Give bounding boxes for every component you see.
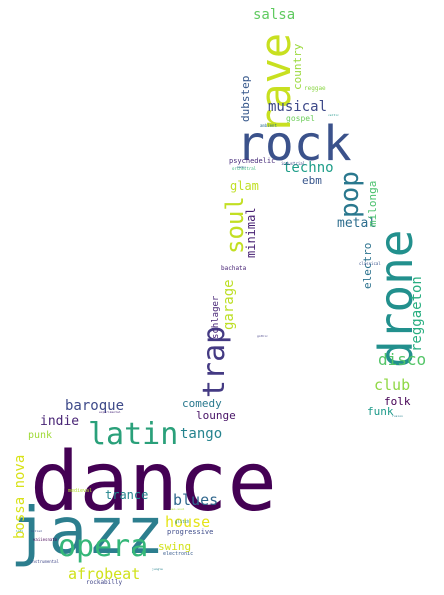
word-tango: tango	[180, 426, 223, 442]
word-reggaeton: reggaeton	[409, 276, 425, 352]
word-instrumental: instrumental	[30, 559, 59, 564]
word-metal: metal	[337, 216, 377, 231]
word-jungle: jungle	[152, 567, 163, 571]
word-baroque: baroque	[65, 398, 125, 414]
word-dance: dance	[30, 435, 277, 530]
word-milonga: milonga	[366, 180, 379, 227]
word-lofi: lofi	[16, 529, 24, 533]
word-glitch: glitch	[175, 519, 190, 524]
word-rockabilly: rockabilly	[86, 579, 123, 586]
word-house: house	[165, 513, 211, 531]
word-dubstep: dubstep	[239, 75, 252, 122]
word-opera: opera	[58, 529, 149, 564]
word-funk: funk	[367, 405, 394, 418]
word-fusion: fusion	[392, 414, 403, 418]
word-ambient: ambient	[260, 123, 277, 128]
word-celtic: celtic	[328, 113, 339, 117]
word-pop: pop	[335, 171, 365, 218]
word-industrial: industrial	[281, 161, 306, 166]
word-schlager: schlager	[211, 295, 221, 339]
word-musical: musical	[268, 99, 328, 115]
word-bachata: bachata	[221, 265, 247, 272]
word-folk: folk	[384, 395, 411, 408]
word-reggae: reggae	[304, 85, 326, 92]
word-experimental: experimental	[99, 410, 121, 414]
word-electronic: electronic	[163, 551, 194, 557]
word-lounge: lounge	[196, 409, 236, 422]
word-ebm: ebm	[302, 174, 322, 187]
word-rock: rock	[236, 116, 352, 172]
word-garage: garage	[221, 279, 237, 330]
word-blues: blues	[173, 491, 219, 509]
word-swing: swing	[158, 540, 192, 553]
word-glam: glam	[230, 179, 259, 193]
word-neo-soul: neo-soul	[170, 507, 185, 511]
word-afrobeat: afrobeat	[68, 565, 141, 583]
word-mambo: mambo	[237, 165, 247, 169]
word-comedy: comedy	[182, 397, 222, 410]
word-club: club	[374, 376, 411, 394]
word-medieval: medieval	[68, 488, 93, 494]
word-latin: latin	[88, 417, 179, 452]
word-gospel: gospel	[286, 114, 315, 123]
word-orchestral: orchestral	[232, 166, 257, 171]
word-bossa-nova: bossa nova	[12, 454, 28, 539]
word-ballad: ballad	[31, 529, 42, 533]
word-vaiiesnato: vaiiesnato	[33, 537, 58, 542]
word-punk: punk	[28, 430, 53, 441]
word-techno: techno	[283, 160, 334, 176]
word-indie: indie	[40, 414, 80, 429]
word-gothic: gothic	[257, 334, 268, 338]
word-jazz: jazz	[10, 495, 165, 569]
word-salsa: salsa	[253, 7, 296, 23]
word-psychedelic: psychedelic	[229, 157, 276, 165]
word-disco: disco	[378, 350, 427, 369]
word-trance: trance	[105, 488, 149, 502]
word-classical: classical	[359, 261, 381, 266]
word-minimal: minimal	[244, 207, 258, 258]
word-progressive: progressive	[167, 528, 214, 536]
word-country: country	[291, 43, 304, 90]
